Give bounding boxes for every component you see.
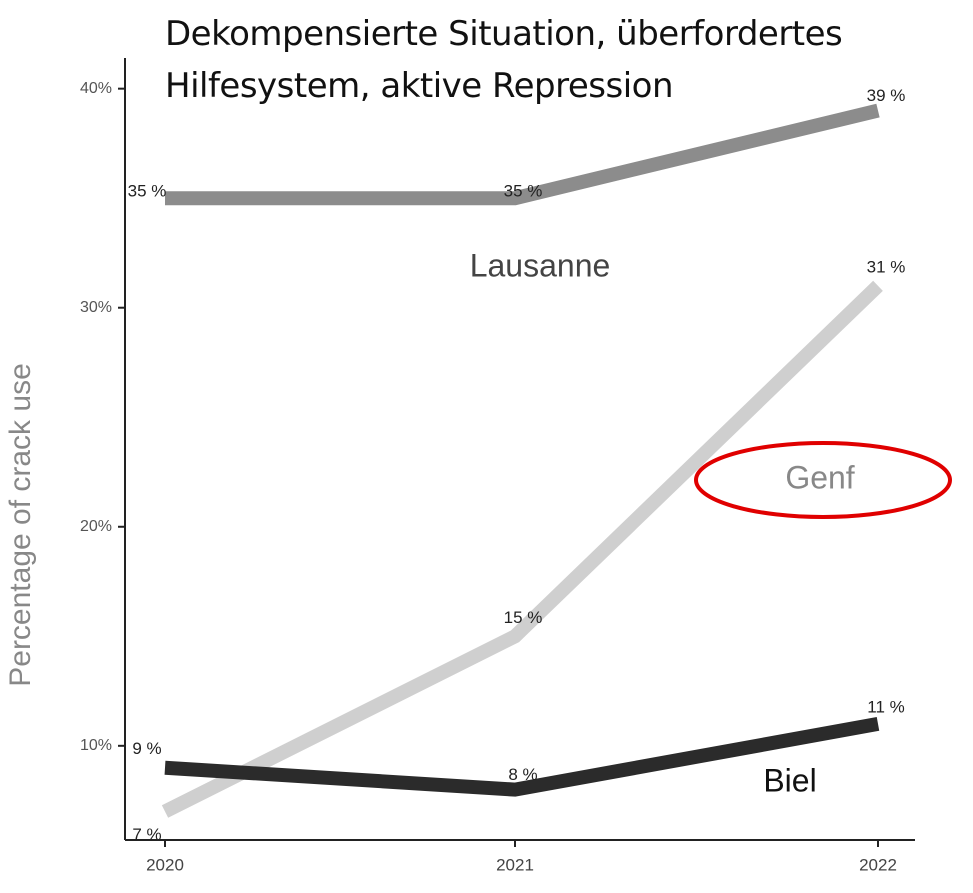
- data-label: 9 %: [132, 739, 161, 758]
- series-name: Biel: [763, 762, 816, 798]
- data-label: 35 %: [128, 182, 167, 201]
- y-axis-label: Percentage of crack use: [4, 363, 37, 687]
- x-tick-label: 2021: [496, 855, 534, 874]
- x-tick-label: 2020: [146, 855, 184, 874]
- series-line: [161, 280, 883, 818]
- data-label: 15 %: [504, 608, 543, 627]
- y-tick-label: 30%: [80, 299, 112, 316]
- data-label: 31 %: [867, 257, 906, 276]
- series-name: Genf: [785, 459, 854, 495]
- series-line: [164, 717, 880, 797]
- y-tick-label: 10%: [80, 737, 112, 754]
- series-line: [165, 103, 880, 206]
- highlight-ellipse: [694, 441, 952, 519]
- series-name: Lausanne: [470, 247, 611, 283]
- data-label: 8 %: [508, 765, 537, 784]
- y-tick-label: 20%: [80, 518, 112, 535]
- data-label: 39 %: [867, 86, 906, 105]
- data-label: 11 %: [867, 697, 905, 716]
- chart-title: Dekompensierte Situation, überfordertes …: [165, 14, 843, 106]
- y-tick-label: 40%: [80, 80, 112, 97]
- data-label: 7 %: [132, 825, 161, 844]
- x-tick-label: 2022: [859, 855, 897, 874]
- data-label: 35 %: [504, 182, 543, 201]
